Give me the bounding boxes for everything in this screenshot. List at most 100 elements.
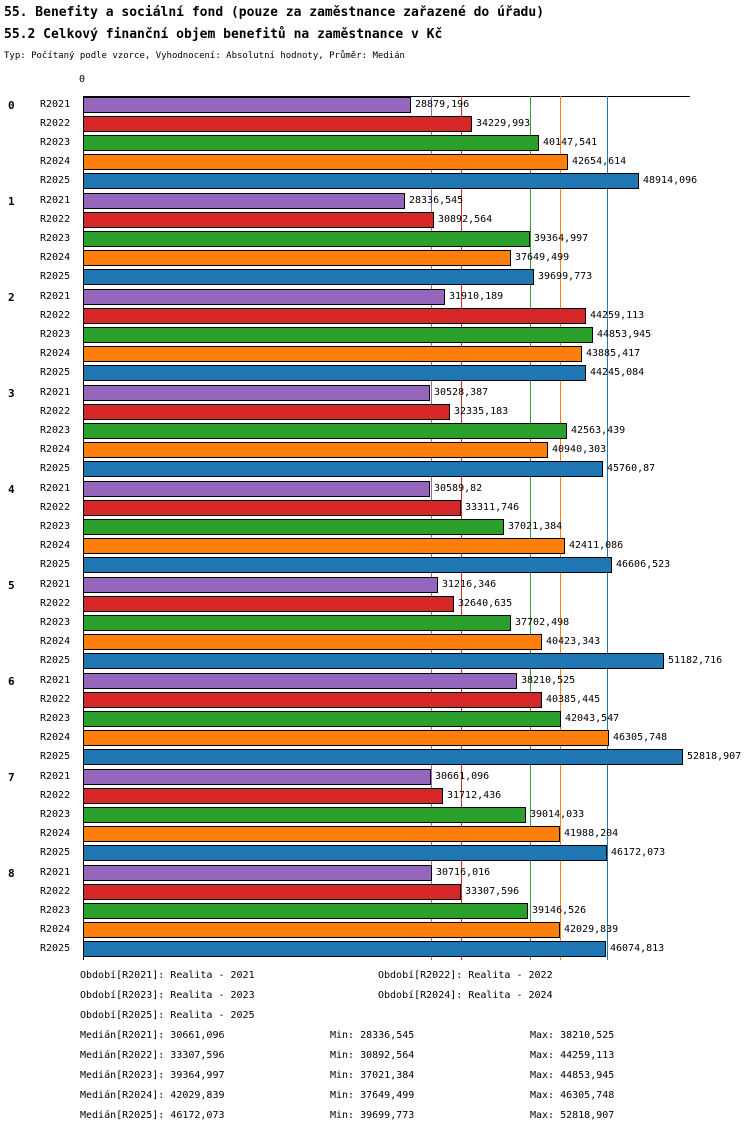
legend-row: Období[R2021]: Realita - 2021 Období[R202… <box>0 970 750 986</box>
series-label: R2022 <box>40 694 71 705</box>
bar-R2022 <box>83 692 542 708</box>
bar-R2022 <box>83 884 461 900</box>
series-label: R2021 <box>40 195 71 206</box>
bar-value-label: 37702,498 <box>515 617 570 628</box>
bar-value-label: 44853,945 <box>597 329 652 340</box>
series-label: R2024 <box>40 252 71 263</box>
category-label: 2 <box>8 291 15 304</box>
bar-value-label: 34229,993 <box>476 118 531 129</box>
series-label: R2025 <box>40 943 71 954</box>
bar-R2022 <box>83 308 586 324</box>
bar-R2025 <box>83 941 606 957</box>
category-label: 6 <box>8 675 15 688</box>
bar-value-label: 32640,635 <box>458 598 513 609</box>
series-label: R2021 <box>40 291 71 302</box>
series-label: R2025 <box>40 655 71 666</box>
bar-R2022 <box>83 596 454 612</box>
bar-value-label: 32335,183 <box>454 406 509 417</box>
bar-R2022 <box>83 788 443 804</box>
bar-value-label: 33311,746 <box>465 502 520 513</box>
stats-median: Medián[R2022]: 33307,596 <box>80 1050 225 1061</box>
bar-value-label: 51182,716 <box>668 655 723 666</box>
series-label: R2025 <box>40 367 71 378</box>
chart-legend: Období[R2021]: Realita - 2021 Období[R202… <box>0 970 750 1028</box>
stats-min: Min: 37021,384 <box>330 1070 415 1081</box>
series-label: R2022 <box>40 502 71 513</box>
series-label: R2023 <box>40 137 71 148</box>
bar-value-label: 30589,82 <box>434 483 483 494</box>
bar-R2021 <box>83 865 432 881</box>
bar-value-label: 46172,073 <box>611 847 666 858</box>
bar-R2023 <box>83 327 593 343</box>
bar-R2021 <box>83 769 431 785</box>
stats-row: Medián[R2024]: 42029,839 Min: 37649,499 Ma… <box>0 1090 750 1106</box>
bar-value-label: 52818,907 <box>687 751 742 762</box>
bar-value-label: 31910,189 <box>449 291 504 302</box>
stats-max: Max: 52818,907 <box>530 1110 615 1121</box>
bar-R2025 <box>83 461 603 477</box>
bar-R2023 <box>83 519 504 535</box>
series-label: R2025 <box>40 271 71 282</box>
stats-min: Min: 39699,773 <box>330 1110 415 1121</box>
bar-R2025 <box>83 365 586 381</box>
legend-row: Období[R2025]: Realita - 2025 <box>0 1010 750 1026</box>
bar-R2024 <box>83 346 582 362</box>
stats-median: Medián[R2021]: 30661,096 <box>80 1030 225 1041</box>
legend-row: Období[R2023]: Realita - 2023 Období[R202… <box>0 990 750 1006</box>
series-label: R2022 <box>40 790 71 801</box>
series-label: R2021 <box>40 387 71 398</box>
bar-value-label: 37021,384 <box>508 521 563 532</box>
report-meta-note: Typ: Počítaný podle vzorce, Vyhodnocení:… <box>4 51 405 61</box>
series-label: R2021 <box>40 579 71 590</box>
bar-R2021 <box>83 97 411 113</box>
series-label: R2021 <box>40 99 71 110</box>
bar-value-label: 45760,87 <box>607 463 656 474</box>
bar-value-label: 37649,499 <box>515 252 570 263</box>
bar-value-label: 44259,113 <box>590 310 645 321</box>
stats-median: Medián[R2025]: 46172,073 <box>80 1110 225 1121</box>
series-label: R2022 <box>40 406 71 417</box>
bar-value-label: 42654,614 <box>572 156 627 167</box>
legend-entry: Období[R2025]: Realita - 2025 <box>80 1010 255 1021</box>
series-label: R2023 <box>40 809 71 820</box>
series-label: R2023 <box>40 329 71 340</box>
bar-value-label: 40940,303 <box>552 444 607 455</box>
bar-R2025 <box>83 557 612 573</box>
series-label: R2023 <box>40 521 71 532</box>
median-line-R2025 <box>607 96 608 960</box>
bar-R2021 <box>83 673 517 689</box>
grouped-bar-chart: 0 0 R2021 28879,196 R2022 34229,993 R2023 40147… <box>0 70 750 966</box>
series-label: R2025 <box>40 751 71 762</box>
bar-value-label: 40147,541 <box>543 137 598 148</box>
bar-value-label: 42029,839 <box>564 924 619 935</box>
bar-value-label: 44245,084 <box>590 367 645 378</box>
bar-value-label: 38210,525 <box>521 675 576 686</box>
bar-R2024 <box>83 250 511 266</box>
series-label: R2024 <box>40 828 71 839</box>
stats-max: Max: 44259,113 <box>530 1050 615 1061</box>
stats-min: Min: 28336,545 <box>330 1030 415 1041</box>
bar-R2024 <box>83 154 568 170</box>
bar-R2021 <box>83 577 438 593</box>
bar-R2023 <box>83 615 511 631</box>
bar-R2025 <box>83 173 639 189</box>
bar-R2024 <box>83 538 565 554</box>
bar-value-label: 43885,417 <box>586 348 641 359</box>
bar-R2024 <box>83 442 548 458</box>
series-label: R2024 <box>40 540 71 551</box>
series-label: R2022 <box>40 214 71 225</box>
x-axis-tick-label: 0 <box>79 74 86 85</box>
stats-row: Medián[R2021]: 30661,096 Min: 28336,545 Ma… <box>0 1030 750 1046</box>
series-label: R2023 <box>40 713 71 724</box>
series-label: R2022 <box>40 310 71 321</box>
bar-value-label: 46074,813 <box>610 943 665 954</box>
bar-value-label: 39364,997 <box>534 233 589 244</box>
category-label: 0 <box>8 99 15 112</box>
legend-entry: Období[R2022]: Realita - 2022 <box>378 970 553 981</box>
stats-row: Medián[R2025]: 46172,073 Min: 39699,773 Ma… <box>0 1110 750 1126</box>
series-label: R2024 <box>40 924 71 935</box>
series-label: R2024 <box>40 156 71 167</box>
report-title: 55. Benefity a sociální fond (pouze za z… <box>4 5 545 20</box>
stats-median: Medián[R2023]: 39364,997 <box>80 1070 225 1081</box>
series-label: R2024 <box>40 732 71 743</box>
